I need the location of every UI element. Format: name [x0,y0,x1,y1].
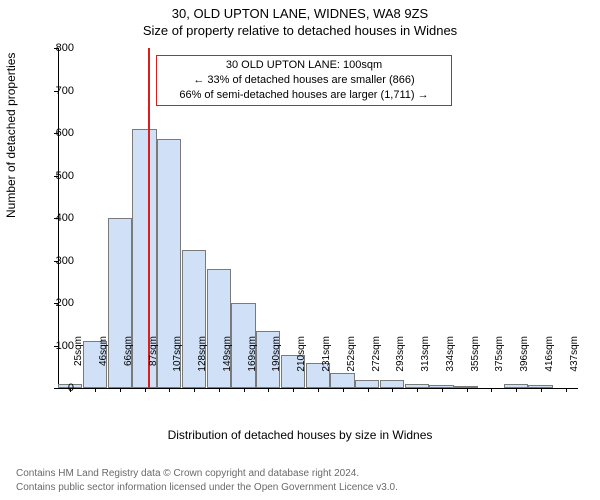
xtick-mark [219,388,220,392]
xtick-mark [368,388,369,392]
xtick-mark [244,388,245,392]
ytick-mark [54,346,58,347]
ytick-mark [54,176,58,177]
xtick-label: 355sqm [470,336,481,396]
ytick-mark [54,388,58,389]
footer-line: Contains HM Land Registry data © Crown c… [16,467,398,481]
xtick-label: 293sqm [395,336,406,396]
xtick-mark [442,388,443,392]
xtick-mark [268,388,269,392]
xtick-mark [145,388,146,392]
xtick-label: 169sqm [247,336,258,396]
xtick-mark [318,388,319,392]
x-axis-label: Distribution of detached houses by size … [0,428,600,442]
xtick-label: 437sqm [569,336,580,396]
xtick-label: 190sqm [271,336,282,396]
xtick-label: 334sqm [445,336,456,396]
xtick-mark [566,388,567,392]
ytick-mark [54,303,58,304]
page-title: 30, OLD UPTON LANE, WIDNES, WA8 9ZS [0,0,600,21]
xtick-mark [467,388,468,392]
xtick-label: 149sqm [222,336,233,396]
annotation-line: ← 33% of detached houses are smaller (86… [163,73,445,88]
xtick-label: 128sqm [197,336,208,396]
xtick-label: 272sqm [371,336,382,396]
xtick-mark [169,388,170,392]
page-subtitle: Size of property relative to detached ho… [0,21,600,38]
xtick-label: 252sqm [346,336,357,396]
xtick-mark [70,388,71,392]
ytick-mark [54,261,58,262]
xtick-label: 46sqm [98,336,109,396]
annotation-line: 66% of semi-detached houses are larger (… [163,88,445,103]
xtick-mark [194,388,195,392]
xtick-mark [491,388,492,392]
xtick-mark [120,388,121,392]
xtick-label: 25sqm [73,336,84,396]
xtick-label: 231sqm [321,336,332,396]
ytick-mark [54,218,58,219]
annotation-box: 30 OLD UPTON LANE: 100sqm← 33% of detach… [156,55,452,106]
xtick-label: 66sqm [123,336,134,396]
xtick-mark [417,388,418,392]
annotation-line: 30 OLD UPTON LANE: 100sqm [163,58,445,73]
xtick-mark [541,388,542,392]
xtick-label: 375sqm [494,336,505,396]
y-axis-label: Number of detached properties [4,53,18,218]
xtick-label: 416sqm [544,336,555,396]
xtick-mark [343,388,344,392]
xtick-mark [516,388,517,392]
footer-line: Contains public sector information licen… [16,481,398,495]
footer-attribution: Contains HM Land Registry data © Crown c… [16,467,398,494]
xtick-label: 210sqm [296,336,307,396]
ytick-mark [54,48,58,49]
ytick-mark [54,133,58,134]
xtick-label: 107sqm [172,336,183,396]
ytick-mark [54,91,58,92]
xtick-mark [95,388,96,392]
xtick-mark [293,388,294,392]
xtick-label: 396sqm [519,336,530,396]
xtick-label: 313sqm [420,336,431,396]
xtick-mark [392,388,393,392]
xtick-label: 87sqm [148,336,159,396]
